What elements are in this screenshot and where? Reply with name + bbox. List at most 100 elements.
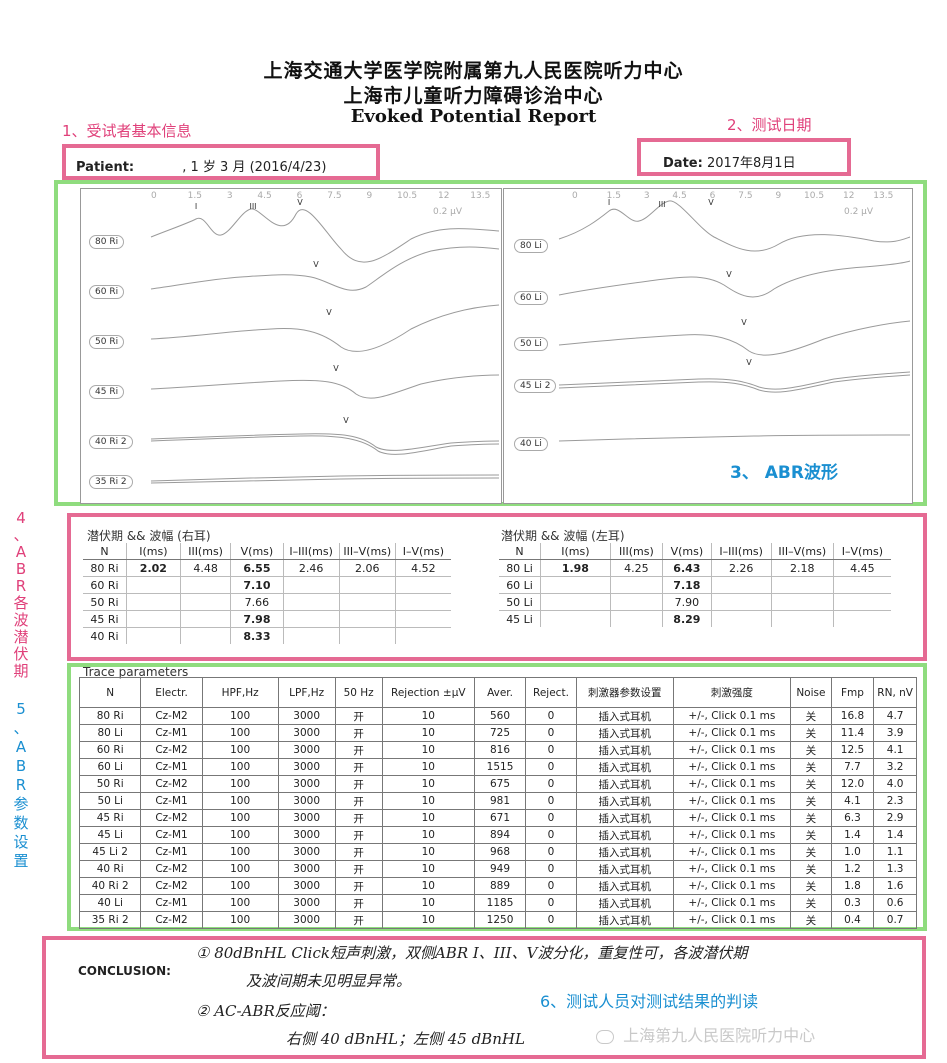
col-header: I(ms) [125,543,181,560]
time-scale-left: 0 1.5 3 4.5 6 7.5 9 10.5 12 13.5 [572,191,893,201]
peak-marker-iii: III [658,200,666,209]
table-cell: +/-, Click 0.1 ms [672,707,792,725]
table-row: 80 Li Cz-M1 100 3000 开 10 725 0 插入式耳机 +/-, Click … [78,724,917,742]
table-cell: 60 Ri [78,741,142,759]
table-cell: 10 [381,877,476,895]
table-cell: 0 [525,775,577,793]
table-row: 50 Li 7.90 [499,593,891,611]
peak-marker-v: V [333,364,339,373]
table-cell: 2.3 [873,792,917,810]
table-cell: 0 [525,826,577,844]
table-cell: 关 [790,826,832,844]
table-cell: 开 [334,741,383,759]
table-cell: 插入式耳机 [575,724,674,742]
peak-marker-v: V [708,198,714,207]
col-header: V(ms) [662,543,712,560]
scale-tick: 10.5 [804,191,825,201]
peak-marker-i: I [607,198,611,207]
amplitude-scale-left: 0.2 μV [844,207,874,217]
trace-parameters-section: Trace parameters N Electr. HPF,Hz LPF,Hz… [67,663,927,931]
table-cell: 10 [381,843,476,861]
scale-tick: 7.5 [327,191,342,201]
table-cell: 11.4 [830,724,875,742]
table-cell: 3.9 [873,724,917,742]
date-value: 2017年8月1日 [706,156,796,171]
col-header: Electr. [140,677,203,708]
table-cell: 0 [525,860,577,878]
table-cell: +/-, Click 0.1 ms [672,860,792,878]
scale-tick: 3 [226,191,233,201]
table-cell: 1185 [474,894,526,912]
table-cell: +/-, Click 0.1 ms [672,724,792,742]
table-cell: 894 [474,826,526,844]
table-cell: 100 [201,911,279,929]
table-cell: Cz-M1 [140,724,203,742]
table-cell: 10 [381,860,476,878]
table-cell: 1.0 [830,843,875,861]
table-cell: 关 [790,809,832,827]
col-header: Reject. [525,677,577,708]
table-cell: 100 [201,894,279,912]
table-cell: 3000 [277,775,336,793]
table-cell: +/-, Click 0.1 ms [672,741,792,759]
col-header: 刺激器参数设置 [575,677,674,708]
table-cell: 0.6 [873,894,917,912]
latency-table-right: N I(ms) III(ms) V(ms) I–III(ms) III–V(ms… [83,543,451,644]
scale-tick: 12 [842,191,855,201]
table-cell: 3000 [277,724,336,742]
table-cell: 4.0 [873,775,917,793]
col-header: N [78,677,142,708]
table-cell: 1.4 [873,826,917,844]
table-cell: 开 [334,775,383,793]
scale-tick: 9 [775,191,782,201]
table-row: 45 Ri 7.98 [83,610,451,628]
table-cell: +/-, Click 0.1 ms [672,894,792,912]
waveform-traces-right [150,208,500,484]
table-cell: 0 [525,792,577,810]
col-header: I–V(ms) [832,543,891,560]
conclusion-section: CONCLUSION: ① 80dBnHL Click短声刺激，双侧ABR I、… [42,936,926,1059]
table-cell: 40 Ri [78,860,142,878]
table-cell: 10 [381,741,476,759]
table-cell: 插入式耳机 [575,758,674,776]
table-cell: 100 [201,792,279,810]
col-header: 50 Hz [334,677,383,708]
table-cell: 3000 [277,826,336,844]
col-header: 刺激强度 [672,677,792,708]
table-row: 60 Ri Cz-M2 100 3000 开 10 816 0 插入式耳机 +/-, Click … [78,741,917,759]
table-cell: 开 [334,843,383,861]
table-cell: +/-, Click 0.1 ms [672,792,792,810]
table-cell: 10 [381,707,476,725]
hospital-name: 上海交通大学医学院附属第九人民医院听力中心 [263,60,684,82]
table-cell: 0 [525,741,577,759]
table-cell: 40 Ri 2 [78,877,142,895]
table-row: 40 Ri 8.33 [83,627,451,644]
peak-marker-v: V [313,260,319,269]
table-cell: 10 [381,724,476,742]
table-cell: 1515 [474,758,526,776]
scale-tick: 1.5 [606,191,621,201]
conclusion-line-2: 及波间期未见明显异常。 [246,972,412,990]
table-cell: 1.2 [830,860,875,878]
table-cell: 开 [334,792,383,810]
table-row: 60 Ri 7.10 [83,576,451,594]
peak-marker-v: V [746,358,752,367]
table-cell: 开 [334,809,383,827]
table-cell: 100 [201,741,279,759]
trace-label: 80 Li [514,239,548,253]
col-header: HPF,Hz [201,677,279,708]
table-cell: 插入式耳机 [575,843,674,861]
table-cell: +/-, Click 0.1 ms [672,843,792,861]
table-cell: 插入式耳机 [575,826,674,844]
table-cell: 4.1 [873,741,917,759]
table-cell: 100 [201,707,279,725]
table-cell: 1.4 [830,826,875,844]
table-cell: 3.2 [873,758,917,776]
table-cell: +/-, Click 0.1 ms [672,809,792,827]
table-cell: 50 Ri [78,775,142,793]
latency-table-left: N I(ms) III(ms) V(ms) I–III(ms) III–V(ms… [499,543,891,627]
table-cell: 0 [525,758,577,776]
table-cell: 0 [525,724,577,742]
table-row: 80 Ri Cz-M2 100 3000 开 10 560 0 插入式耳机 +/-, Click … [78,707,917,725]
table-cell: 插入式耳机 [575,894,674,912]
